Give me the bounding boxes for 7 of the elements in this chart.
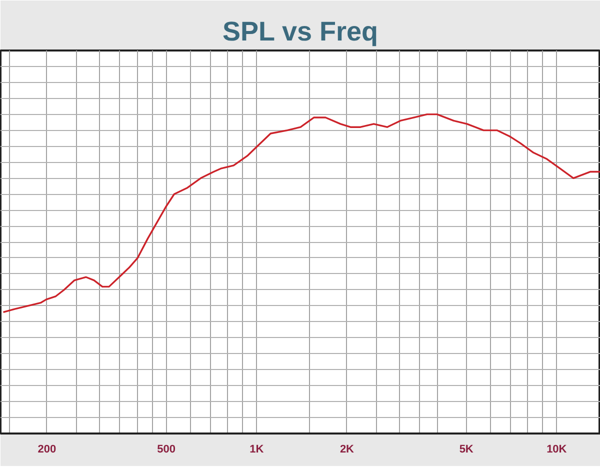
x-tick-label: 2K (340, 444, 354, 456)
chart-title: SPL vs Freq (222, 16, 378, 46)
x-tick-label: 5K (459, 444, 474, 456)
x-tick-label: 200 (38, 444, 56, 456)
x-tick-label: 500 (157, 444, 176, 456)
x-tick-label: 1K (250, 444, 264, 456)
x-tick-label: 10K (546, 444, 567, 456)
